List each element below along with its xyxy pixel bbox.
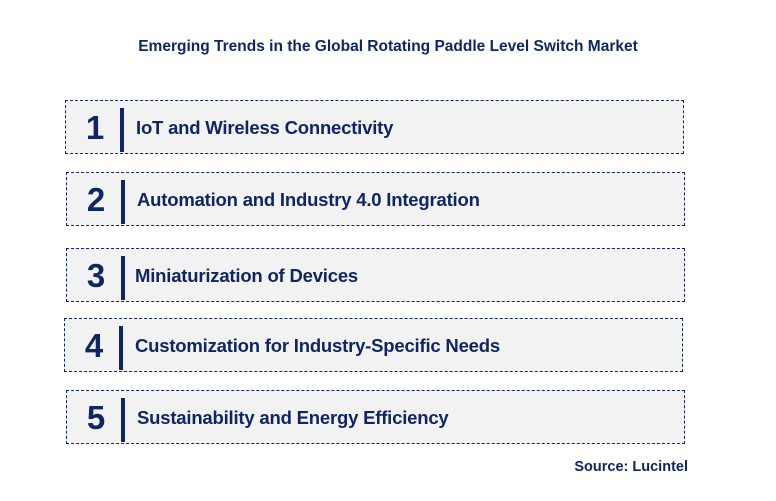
trend-item-5: 5 Sustainability and Energy Efficiency bbox=[66, 390, 685, 444]
divider-bar bbox=[120, 108, 124, 152]
trend-label: Customization for Industry-Specific Need… bbox=[135, 335, 500, 356]
trend-label: IoT and Wireless Connectivity bbox=[136, 117, 394, 138]
trend-number: 1 bbox=[85, 109, 105, 146]
trend-item-4: 4 Customization for Industry-Specific Ne… bbox=[64, 318, 683, 372]
trend-number: 4 bbox=[84, 327, 104, 364]
source-credit: Source: Lucintel bbox=[574, 459, 688, 475]
trend-label: Miniaturization of Devices bbox=[135, 265, 359, 286]
divider-bar bbox=[119, 326, 123, 370]
trend-number: 2 bbox=[86, 181, 106, 218]
divider-bar bbox=[121, 398, 125, 442]
trend-number: 5 bbox=[86, 399, 106, 436]
trend-item-1: 1 IoT and Wireless Connectivity bbox=[65, 100, 684, 154]
divider-bar bbox=[121, 256, 125, 300]
divider-bar bbox=[121, 180, 125, 224]
trend-label: Automation and Industry 4.0 Integration bbox=[137, 189, 480, 210]
trend-label: Sustainability and Energy Efficiency bbox=[137, 407, 449, 428]
trend-number: 3 bbox=[86, 257, 106, 294]
diagram-title: Emerging Trends in the Global Rotating P… bbox=[138, 38, 638, 55]
trend-item-2: 2 Automation and Industry 4.0 Integratio… bbox=[66, 172, 685, 226]
trend-item-3: 3 Miniaturization of Devices bbox=[66, 248, 685, 302]
